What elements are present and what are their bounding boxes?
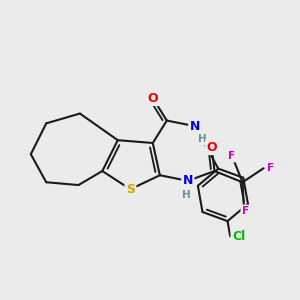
Text: H: H xyxy=(197,134,206,144)
Text: O: O xyxy=(148,92,158,105)
Text: N: N xyxy=(183,174,193,187)
Text: O: O xyxy=(206,141,217,154)
Text: Cl: Cl xyxy=(232,230,245,243)
Text: S: S xyxy=(126,183,135,196)
Text: F: F xyxy=(228,151,235,161)
Text: F: F xyxy=(267,163,274,173)
Text: H: H xyxy=(182,190,191,200)
Text: F: F xyxy=(242,206,249,216)
Text: N: N xyxy=(190,120,200,133)
